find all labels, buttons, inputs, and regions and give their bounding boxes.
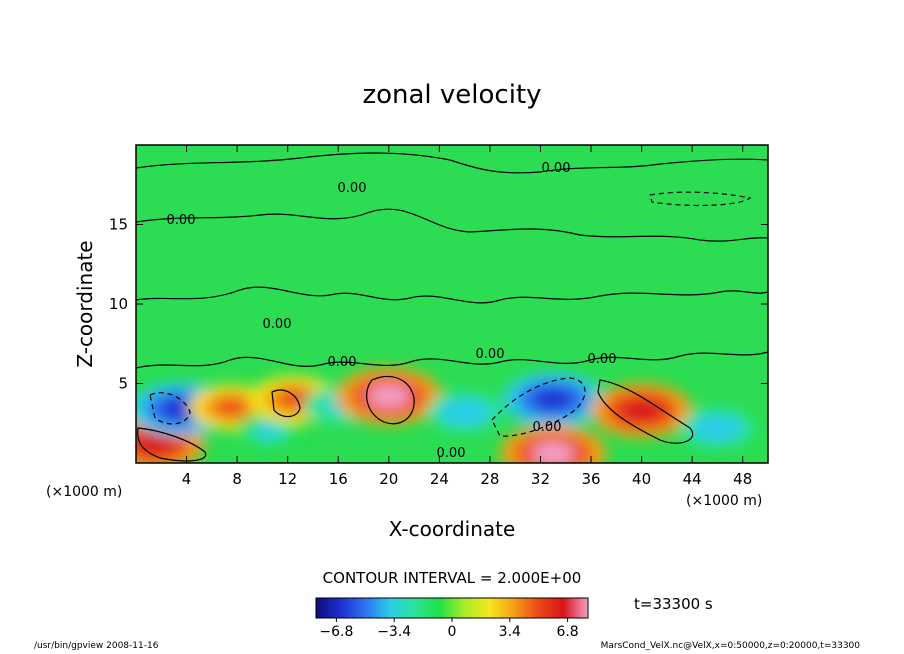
y-tick-label: 5 <box>118 375 128 393</box>
x-axis-label: X-coordinate <box>389 517 516 541</box>
x-tick-label: 36 <box>581 470 600 488</box>
contour-label: 0.00 <box>542 161 571 176</box>
time-label: t=33300 s <box>634 595 713 613</box>
x-tick-label: 48 <box>733 470 752 488</box>
x-tick-label: 28 <box>480 470 499 488</box>
colorbar-ticks: −6.8 −3.4 0 3.4 6.8 <box>319 618 579 640</box>
contour-zero-mid <box>136 208 768 242</box>
contour-zero-bottom <box>136 351 768 369</box>
contour-label: 0.00 <box>476 347 505 362</box>
x-tick-label: 8 <box>232 470 242 488</box>
footer-right: MarsCond_VelX.nc@VelX,x=0:50000,z=0:2000… <box>600 641 860 651</box>
field-feature-11-2 <box>702 419 733 437</box>
x-tick-label: 20 <box>379 470 398 488</box>
x-unit-right: (×1000 m) <box>686 493 762 509</box>
y-tick-label: 15 <box>109 216 128 234</box>
x-tick-label: 16 <box>329 470 348 488</box>
contour-zero-upper <box>136 152 768 174</box>
contour-lines <box>136 152 768 462</box>
colorbar-tick-label: 0 <box>448 624 457 640</box>
colorbar-tick-label: 3.4 <box>499 624 521 640</box>
colorbar-fill <box>315 597 589 619</box>
x-tick-label: 40 <box>632 470 651 488</box>
field-feature-7-2 <box>449 404 480 421</box>
contour-pos-center <box>366 376 415 425</box>
contour-label: 0.00 <box>328 355 357 370</box>
field-feature-4-2 <box>276 389 312 409</box>
contour-pos-right <box>597 379 694 444</box>
footer-left: /usr/bin/gpview 2008-11-16 <box>34 641 159 651</box>
field-feature-3-2 <box>255 424 282 439</box>
contour-label: 0.00 <box>263 317 292 332</box>
x-tick-label: 44 <box>683 470 702 488</box>
field-feature-9-2 <box>531 442 575 463</box>
x-tick-label: 32 <box>531 470 550 488</box>
contour-label: 0.00 <box>338 181 367 196</box>
contour-label: 0.00 <box>437 446 466 461</box>
field-feature-6-2 <box>367 384 411 408</box>
contour-pos-left <box>137 427 207 462</box>
colorbar: −6.8 −3.4 0 3.4 6.8 <box>315 597 589 640</box>
chart-title: zonal velocity <box>362 80 541 110</box>
x-unit-left: (×1000 m) <box>46 484 122 500</box>
contour-label: 0.00 <box>533 420 562 435</box>
field-feature-0-2 <box>136 433 175 455</box>
field-feature-2-2 <box>214 398 248 417</box>
y-axis-label: Z-coordinate <box>73 240 97 367</box>
colorbar-tick-label: −3.4 <box>377 624 411 640</box>
contour-neg-left <box>149 392 191 425</box>
contour-pos-small <box>271 389 301 418</box>
colorbar-tick-label: 6.8 <box>556 624 578 640</box>
colorbar-tick-label: −6.8 <box>319 624 353 640</box>
velocity-field <box>136 367 755 463</box>
field-feature-8-2 <box>532 388 574 411</box>
field-feature-10-2 <box>621 399 662 422</box>
x-tick-label: 24 <box>430 470 449 488</box>
contour-interval-text: CONTOUR INTERVAL = 2.000E+00 <box>323 569 582 587</box>
x-tick-label: 4 <box>182 470 192 488</box>
x-tick-label: 12 <box>278 470 297 488</box>
contour-neg-upper <box>649 191 752 207</box>
contour-label: 0.00 <box>167 213 196 228</box>
contour-labels: 0.00 0.00 0.00 0.00 0.00 0.00 0.00 0.00 0.00 <box>167 161 617 461</box>
contour-label: 0.00 <box>588 352 617 367</box>
y-tick-label: 10 <box>109 295 128 313</box>
contour-zero-low <box>136 286 768 304</box>
